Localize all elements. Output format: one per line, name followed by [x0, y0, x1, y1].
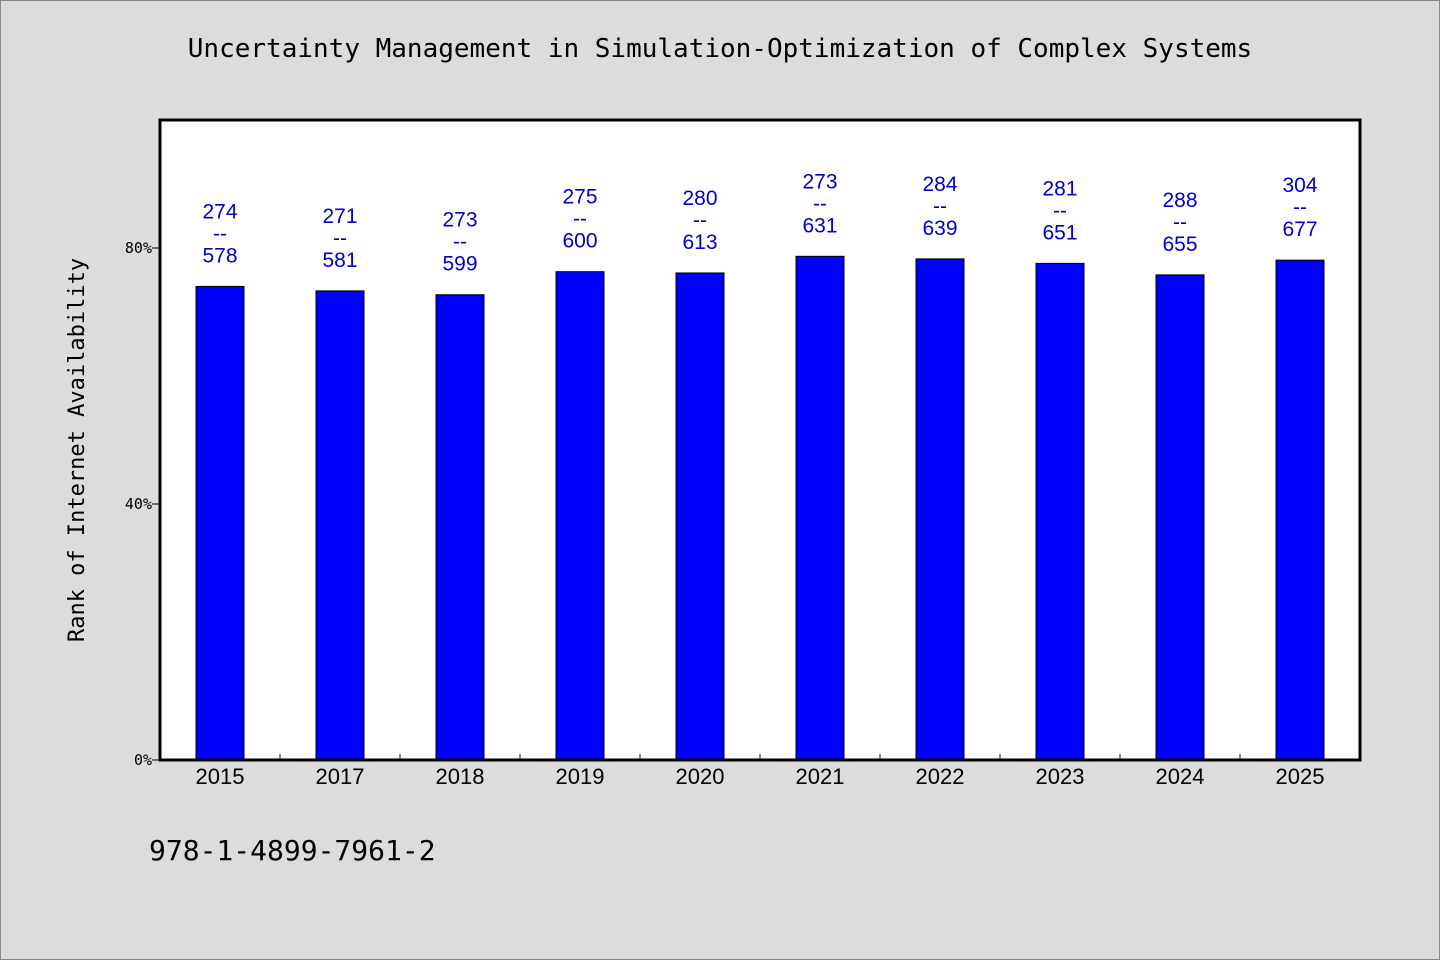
bar	[555, 271, 605, 761]
data-label-separator: --	[453, 231, 467, 254]
data-label-top: 274	[202, 200, 237, 223]
data-label-top: 284	[922, 173, 957, 196]
x-tick-label: 2025	[1276, 764, 1325, 789]
data-label-bottom: 600	[562, 230, 597, 253]
data-label-separator: --	[813, 192, 827, 215]
data-label-bottom: 651	[1042, 221, 1077, 244]
data-label-top: 271	[322, 205, 357, 228]
data-label-top: 280	[682, 187, 717, 210]
x-tick-label: 2022	[916, 764, 965, 789]
bar	[795, 255, 845, 761]
y-tick-label: 0%	[134, 751, 152, 769]
bar	[435, 294, 485, 761]
data-label-top: 273	[802, 170, 837, 193]
data-label-bottom: 599	[442, 253, 477, 276]
x-tick-label: 2020	[676, 764, 725, 789]
data-label-top: 275	[562, 186, 597, 209]
data-label-top: 288	[1162, 189, 1197, 212]
data-label-top: 273	[442, 209, 477, 232]
y-axis-title: Rank of Internet Availability	[65, 258, 90, 642]
data-label-bottom: 613	[682, 231, 717, 254]
bar	[1275, 259, 1325, 761]
x-tick-label: 2023	[1036, 764, 1085, 789]
data-label-separator: --	[1293, 196, 1307, 219]
bar	[1035, 262, 1085, 761]
data-label-bottom: 578	[202, 244, 237, 267]
data-label-separator: --	[1173, 211, 1187, 234]
y-tick-label: 40%	[125, 495, 152, 513]
x-tick-label: 2021	[796, 764, 845, 789]
data-label-bottom: 631	[802, 214, 837, 237]
data-label-separator: --	[573, 208, 587, 231]
data-label-bottom: 677	[1282, 218, 1317, 241]
x-tick-label: 2019	[556, 764, 605, 789]
plot-border	[158, 118, 1362, 762]
x-tick-label: 2017	[316, 764, 365, 789]
x-tick-label: 2015	[196, 764, 245, 789]
isbn-label: 978-1-4899-7961-2	[149, 834, 436, 867]
data-label-top: 304	[1282, 174, 1317, 197]
data-label-separator: --	[333, 227, 347, 250]
data-label-bottom: 639	[922, 217, 957, 240]
bar	[315, 290, 365, 761]
bar	[675, 272, 725, 761]
data-label-separator: --	[1053, 199, 1067, 222]
data-label-separator: --	[933, 195, 947, 218]
data-label-bottom: 655	[1162, 233, 1197, 256]
data-label-top: 281	[1042, 177, 1077, 200]
data-label-separator: --	[213, 222, 227, 245]
bar	[195, 285, 245, 761]
data-label-bottom: 581	[322, 249, 357, 272]
bar	[915, 258, 965, 761]
x-tick-label: 2018	[436, 764, 485, 789]
y-tick-label: 80%	[125, 239, 152, 257]
x-tick-label: 2024	[1156, 764, 1205, 789]
chart-title: Uncertainty Management in Simulation-Opt…	[187, 34, 1253, 64]
bar	[1155, 274, 1205, 761]
data-label-separator: --	[693, 209, 707, 232]
